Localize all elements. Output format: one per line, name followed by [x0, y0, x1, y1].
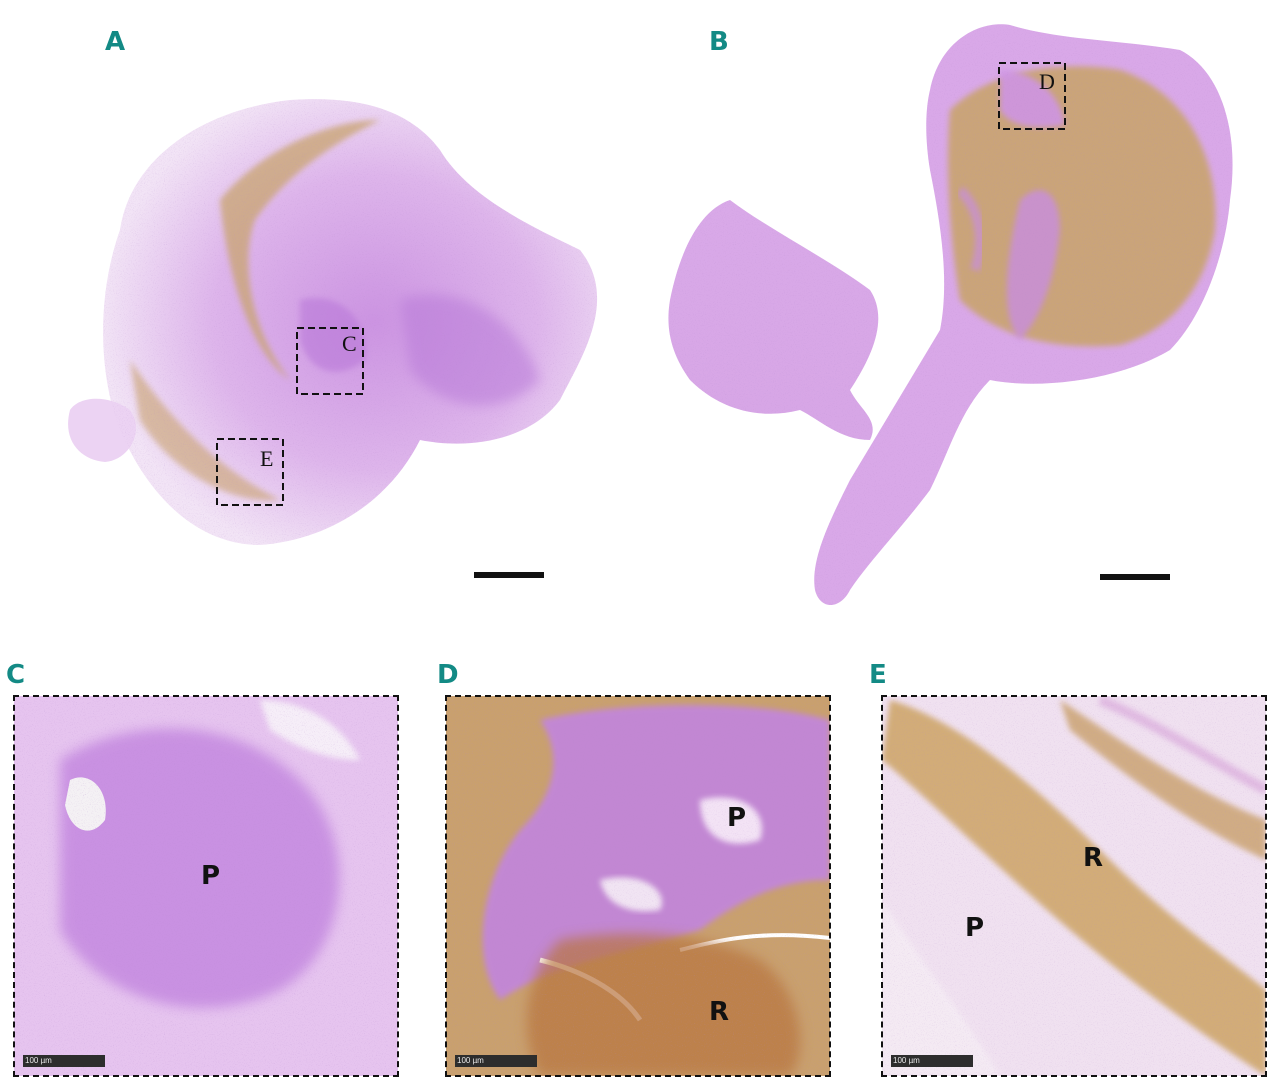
inset-e-tissue: [882, 696, 1266, 1076]
panel-label-c: C: [6, 660, 26, 690]
panel-b-specimen: [668, 24, 1233, 605]
inset-e-frame: P R 100 µm: [881, 695, 1267, 1077]
scale-text-c: 100 µm: [25, 1056, 52, 1065]
scale-text-d: 100 µm: [457, 1056, 484, 1065]
region-label-p: P: [201, 861, 221, 891]
scale-bar-a: [474, 572, 544, 578]
box-d: [998, 62, 1066, 130]
scale-bar-c: 100 µm: [23, 1055, 105, 1067]
inset-c-frame: P 100 µm: [13, 695, 399, 1077]
scale-bar-d: 100 µm: [455, 1055, 537, 1067]
scale-text-e: 100 µm: [893, 1056, 920, 1065]
panel-label-a: A: [105, 27, 126, 57]
inset-d-frame: P R 100 µm: [445, 695, 831, 1077]
panel-label-e: E: [869, 660, 887, 690]
box-label-d: D: [1039, 69, 1055, 94]
inset-c-tissue: [14, 696, 398, 1076]
panel-a-specimen: [68, 99, 598, 545]
box-c: [296, 327, 364, 395]
scale-bar-b: [1100, 574, 1170, 580]
box-e: [216, 438, 284, 506]
region-label-p: P: [965, 913, 985, 943]
box-label-e: E: [260, 446, 274, 471]
scale-bar-e: 100 µm: [891, 1055, 973, 1067]
inset-d-tissue: [446, 696, 830, 1076]
box-label-c: C: [342, 331, 357, 356]
region-label-r: R: [1083, 843, 1104, 873]
region-label-p: P: [727, 803, 747, 833]
panel-label-b: B: [709, 27, 729, 57]
region-label-r: R: [709, 997, 730, 1027]
panel-label-d: D: [437, 660, 459, 690]
